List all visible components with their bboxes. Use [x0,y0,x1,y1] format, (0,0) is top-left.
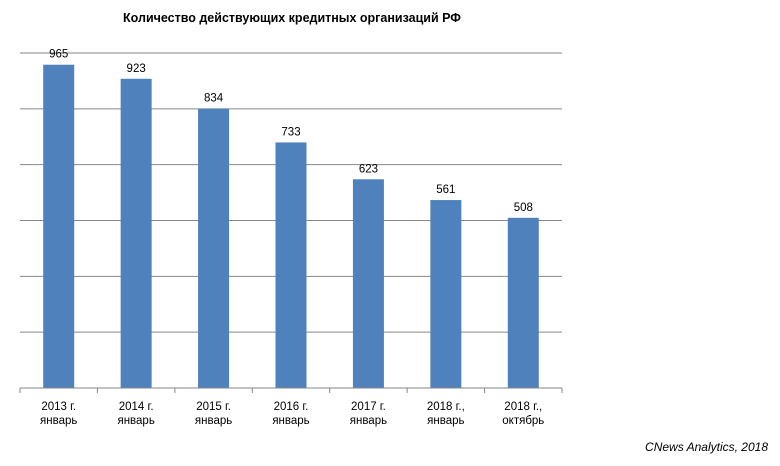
bar [43,64,75,388]
x-tick-label: 2015 г. январь [195,401,232,427]
chart-title: Количество действующих кредитных организ… [123,11,461,25]
bar [275,142,307,388]
data-label: 561 [436,184,455,196]
bar [430,200,462,388]
data-label: 733 [281,126,300,138]
x-tick-label: 2013 г. январь [40,401,77,427]
x-axis [19,387,563,393]
data-labels: 965 923 834 733 623 561 508 [49,49,533,214]
x-tick-label: 2017 г. январь [350,401,387,427]
source-note: CNews Analytics, 2018 [645,440,768,454]
x-tick-labels: 2013 г. январь 2014 г. январь 2015 г. январь 2… [40,401,544,427]
data-label: 508 [514,202,533,214]
data-label: 834 [204,93,224,105]
bars [43,64,539,389]
bar [198,108,230,389]
x-tick-label: 2018 г., октябрь [502,401,544,427]
bar [120,78,152,389]
bar [507,217,539,388]
x-tick-label: 2018 г., январь [427,401,465,427]
data-label: 965 [49,49,68,61]
data-label: 923 [127,63,146,75]
bar [352,179,384,388]
data-label: 623 [359,163,378,175]
x-tick-label: 2016 г. январь [272,401,309,427]
x-tick-label: 2014 г. январь [117,401,154,427]
